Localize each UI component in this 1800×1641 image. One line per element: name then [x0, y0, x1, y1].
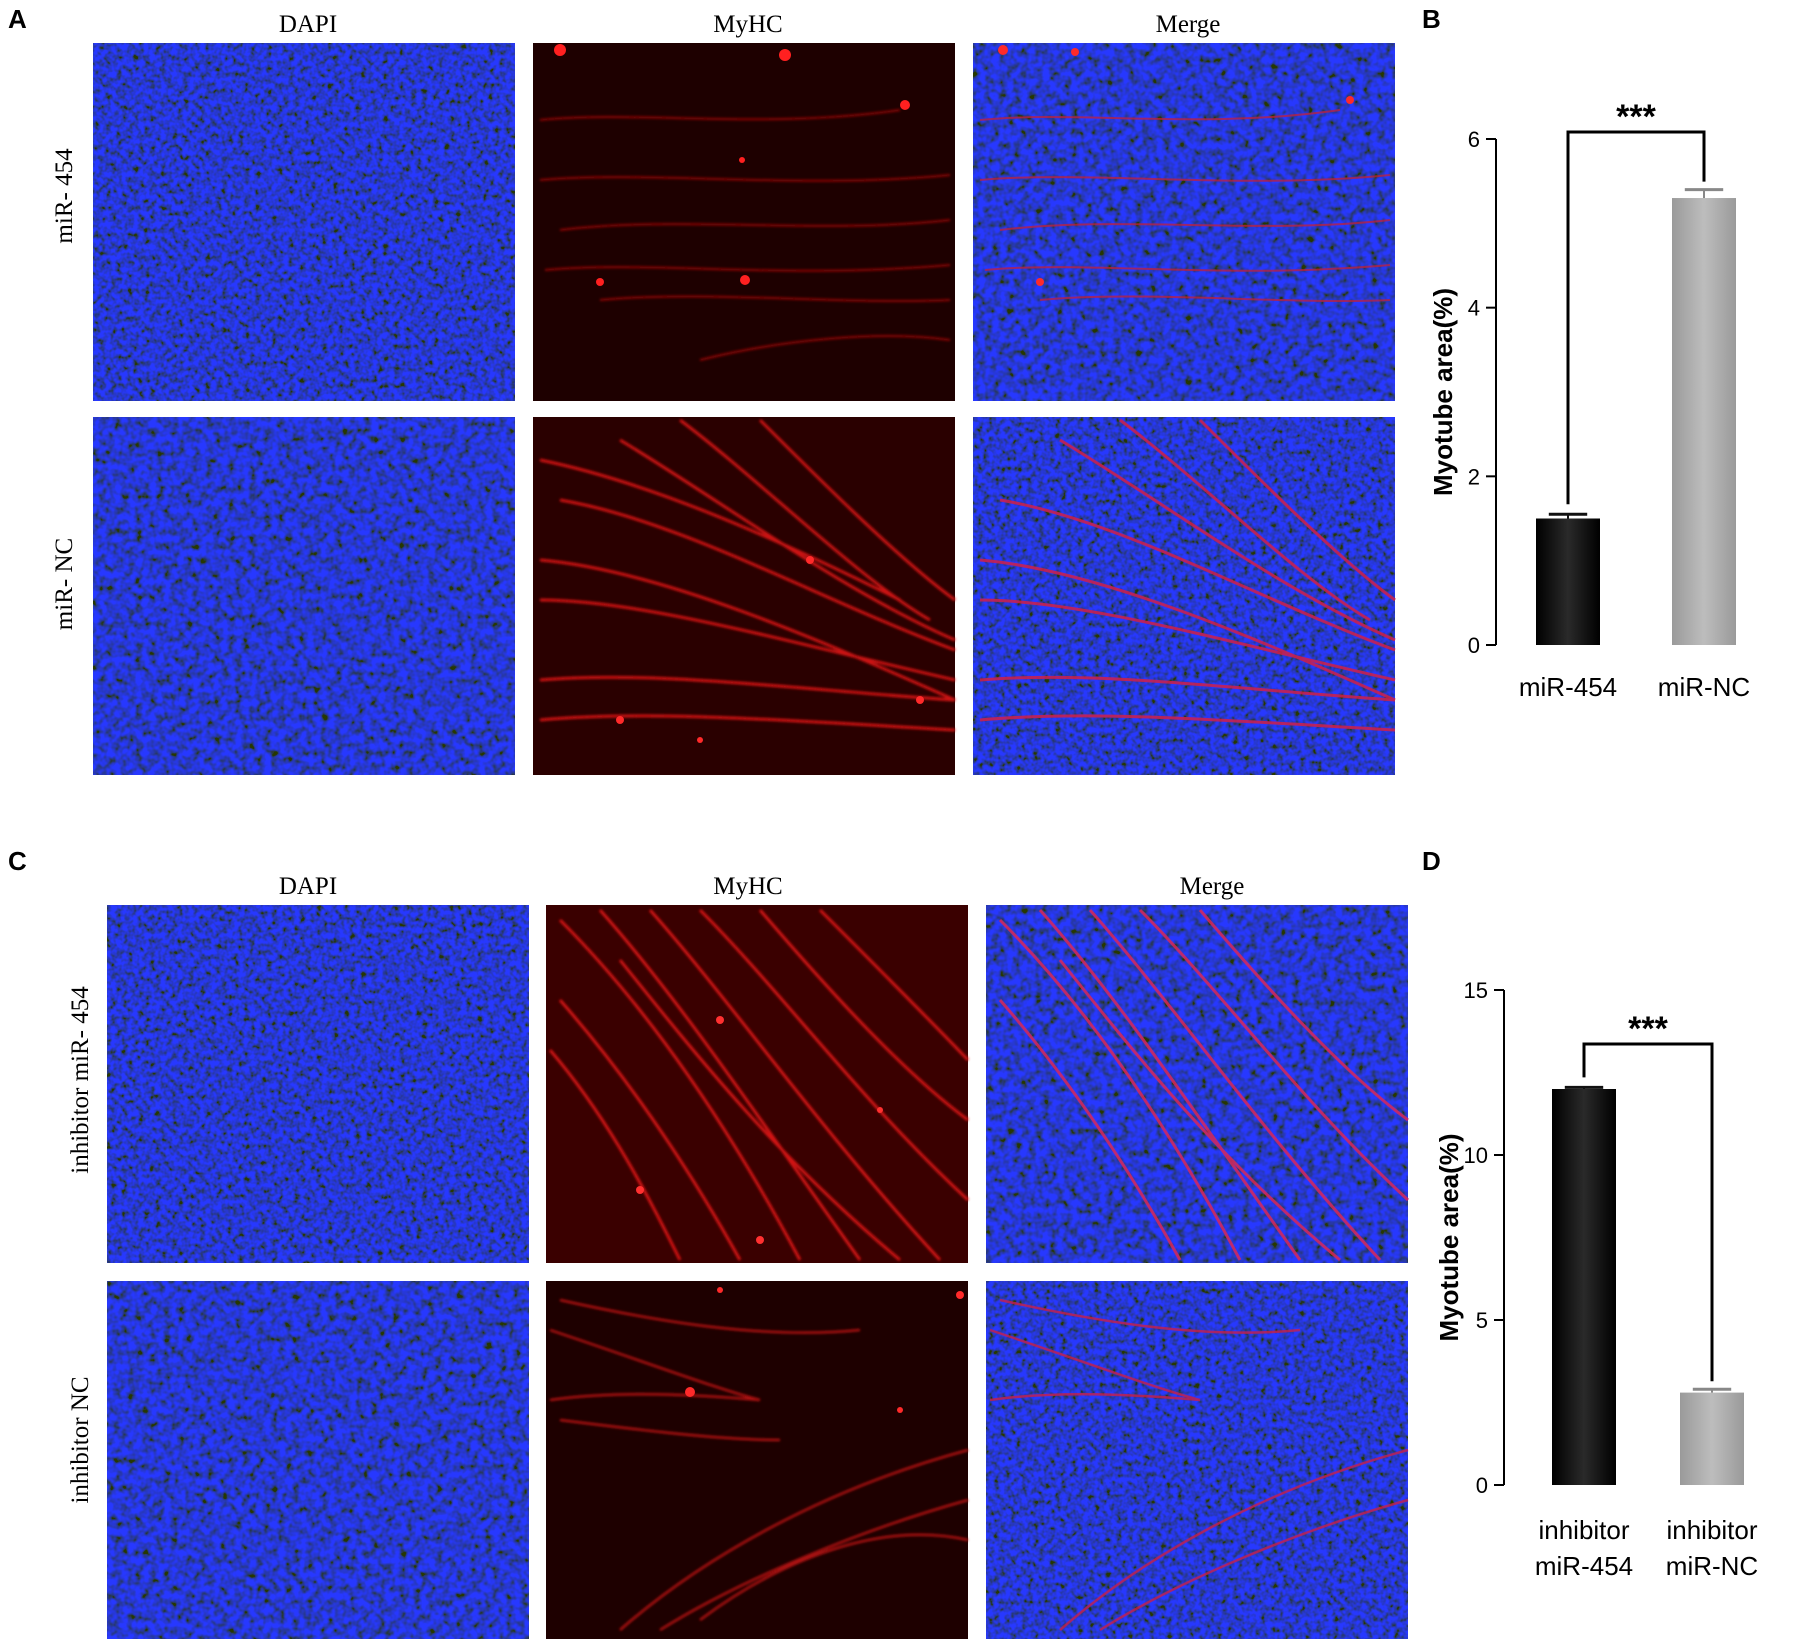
column-label-myhc-c: MyHC [713, 873, 782, 900]
significance-label: *** [1628, 1010, 1668, 1048]
column-label-merge-c: Merge [1180, 873, 1245, 900]
y-axis-title: Myotube area(%) [1434, 1133, 1464, 1341]
column-label-dapi: DAPI [279, 11, 337, 38]
y-tick-label: 0 [1476, 1473, 1488, 1498]
micrograph-c-merge-inhibitor-mir-454 [986, 905, 1410, 1263]
x-category-label: miR-NC [1666, 1551, 1758, 1581]
bar [1680, 1392, 1744, 1485]
micrograph-a-dapi-mir-nc [93, 417, 515, 775]
panel-letter-b: B [1422, 4, 1441, 34]
y-tick-label: 5 [1476, 1308, 1488, 1333]
column-label-merge: Merge [1156, 11, 1221, 38]
y-tick-label: 2 [1468, 464, 1480, 489]
y-tick-label: 6 [1468, 127, 1480, 152]
micrograph-c-dapi-inhibitor-nc [107, 1281, 529, 1639]
y-tick-label: 10 [1464, 1143, 1488, 1168]
panel-letter-c: C [8, 846, 27, 876]
bar-chart-b: 0 2 4 6 Myotube area(%) miR-454 miR-NC *** [1428, 98, 1750, 702]
row-label-mir-454: miR- 454 [51, 148, 78, 244]
micrograph-a-myhc-mir-nc [533, 417, 956, 775]
y-tick-label: 4 [1468, 296, 1480, 321]
bar-chart-d: 0 5 10 15 Myotube area(%) inhibitor miR-454 inh… [1434, 978, 1758, 1581]
bar [1552, 1089, 1616, 1485]
panel-letter-d: D [1422, 846, 1441, 876]
micrograph-c-merge-inhibitor-nc [986, 1281, 1409, 1639]
row-label-inhibitor-mir-454: inhibitor miR- 454 [67, 986, 94, 1174]
micrograph-a-dapi-mir-454 [93, 43, 515, 401]
bar [1536, 518, 1600, 645]
significance-bracket [1582, 1042, 1714, 1382]
row-label-mir-nc: miR- NC [51, 538, 78, 630]
y-tick-label: 15 [1464, 978, 1488, 1003]
panel-letter-a: A [8, 4, 27, 34]
row-label-inhibitor-nc: inhibitor NC [67, 1376, 94, 1503]
significance-bracket [1566, 130, 1706, 505]
bar [1672, 198, 1736, 646]
micrograph-a-merge-mir-454 [973, 43, 1395, 401]
x-category-label: inhibitor [1538, 1515, 1629, 1545]
x-category-label: miR-454 [1535, 1551, 1633, 1581]
column-label-dapi-c: DAPI [279, 873, 337, 900]
x-category-label: miR-NC [1658, 672, 1750, 702]
y-tick-label: 0 [1468, 633, 1480, 658]
x-category-label: inhibitor [1666, 1515, 1757, 1545]
micrograph-a-merge-mir-nc [973, 417, 1396, 775]
x-category-label: miR-454 [1519, 672, 1617, 702]
micrograph-c-dapi-inhibitor-mir-454 [107, 905, 529, 1263]
micrograph-c-myhc-inhibitor-nc [546, 1281, 969, 1639]
column-label-myhc: MyHC [713, 11, 782, 38]
significance-label: *** [1616, 98, 1656, 136]
y-axis-title: Myotube area(%) [1428, 288, 1458, 496]
micrograph-c-myhc-inhibitor-mir-454 [546, 905, 970, 1263]
micrograph-a-myhc-mir-454 [533, 43, 955, 401]
